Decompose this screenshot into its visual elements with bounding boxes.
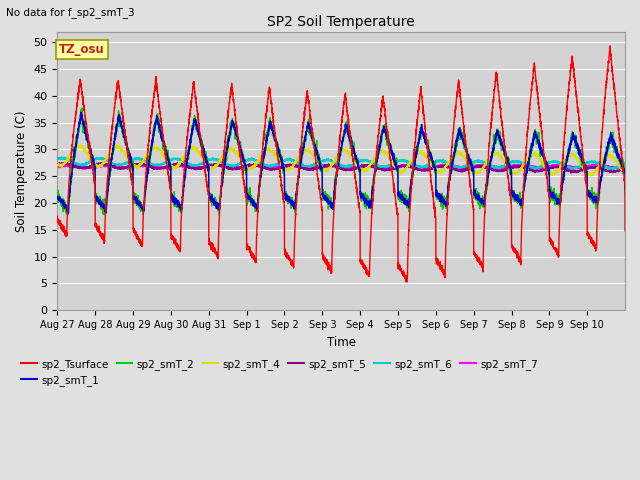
X-axis label: Time: Time xyxy=(326,336,356,348)
Legend: sp2_Tsurface, sp2_smT_1, sp2_smT_2, sp2_smT_4, sp2_smT_5, sp2_smT_6, sp2_smT_7: sp2_Tsurface, sp2_smT_1, sp2_smT_2, sp2_… xyxy=(17,355,542,390)
Text: No data for f_sp2_smT_3: No data for f_sp2_smT_3 xyxy=(6,7,135,18)
Title: SP2 Soil Temperature: SP2 Soil Temperature xyxy=(268,15,415,29)
Text: TZ_osu: TZ_osu xyxy=(59,43,105,56)
Y-axis label: Soil Temperature (C): Soil Temperature (C) xyxy=(15,110,28,232)
